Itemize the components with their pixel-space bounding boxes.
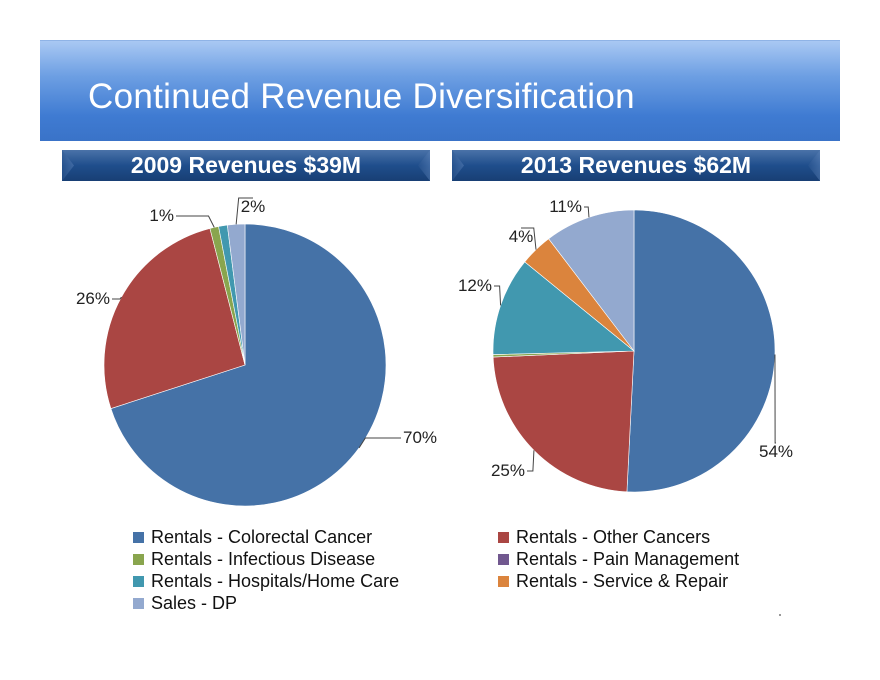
legend-item: Rentals - Pain Management	[498, 548, 739, 570]
legend-right: Rentals - Other Cancers Rentals - Pain M…	[498, 526, 739, 592]
legend-label: Sales - DP	[151, 592, 238, 613]
leader-line	[774, 354, 776, 444]
chart-title-2013: 2013 Revenues $62M	[452, 150, 820, 181]
legend-swatch	[133, 553, 144, 565]
legend-swatch	[498, 553, 509, 565]
legend-swatch	[498, 531, 509, 543]
legend-swatch	[498, 575, 509, 587]
legend-label: Rentals - Pain Management	[516, 548, 740, 569]
leader-line	[527, 450, 535, 472]
legend-swatch	[133, 575, 144, 587]
legend-item: Rentals - Hospitals/Home Care	[133, 570, 399, 592]
data-label: 25%	[491, 461, 525, 480]
legend-swatch	[133, 531, 144, 543]
data-label: 70%	[403, 428, 437, 447]
legend-item: Rentals - Other Cancers	[498, 526, 739, 548]
pie-slice	[626, 209, 776, 493]
legend-label: Rentals - Other Cancers	[516, 526, 711, 547]
leader-line	[176, 215, 215, 228]
legend-item: Sales - DP	[133, 592, 399, 614]
chart-title-2009: 2009 Revenues $39M	[62, 150, 430, 181]
legend-label: Rentals - Infectious Disease	[151, 548, 376, 569]
pie-slice	[492, 350, 635, 493]
legend-item: Rentals - Service & Repair	[498, 570, 739, 592]
legend-item: Rentals - Colorectal Cancer	[133, 526, 399, 548]
leader-line	[494, 285, 502, 306]
data-label: 12%	[458, 276, 492, 295]
legend-swatch	[133, 597, 144, 609]
leader-line	[521, 227, 537, 250]
data-label: 54%	[759, 442, 793, 461]
decorative-dot	[779, 614, 781, 616]
legend-label: Rentals - Service & Repair	[516, 570, 729, 591]
legend-item: Rentals - Infectious Disease	[133, 548, 399, 570]
data-label: 26%	[76, 289, 110, 308]
leader-line	[584, 206, 590, 218]
legend-label: Rentals - Colorectal Cancer	[151, 526, 373, 547]
slide-title: Continued Revenue Diversification	[88, 77, 635, 116]
legend-left: Rentals - Colorectal Cancer Rentals - In…	[133, 526, 399, 614]
legend-label: Rentals - Hospitals/Home Care	[151, 570, 400, 591]
data-label: 4%	[509, 227, 534, 246]
leader-line	[235, 197, 253, 225]
data-label: 2%	[241, 197, 266, 216]
data-label: 1%	[149, 206, 174, 225]
pie-slice	[226, 223, 246, 366]
leader-line	[358, 437, 401, 449]
pie-slice	[103, 228, 246, 409]
leader-line	[112, 296, 122, 300]
title-banner: Continued Revenue Diversification	[40, 40, 840, 141]
data-label: 11%	[549, 197, 582, 216]
pie-slice	[492, 261, 635, 355]
